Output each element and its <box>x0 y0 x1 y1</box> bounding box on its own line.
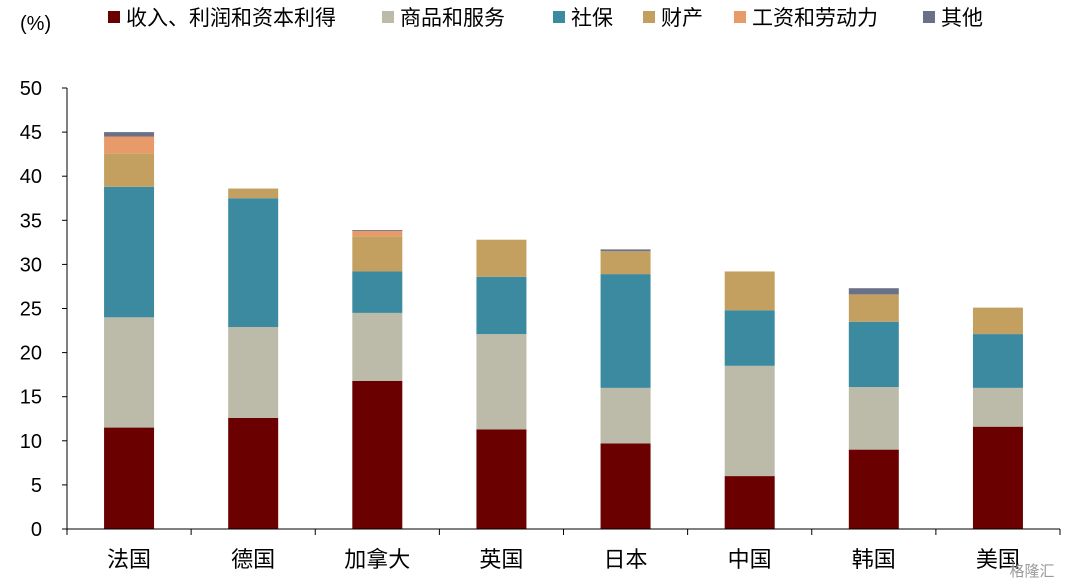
legend-label: 商品和服务 <box>400 6 505 30</box>
bar-segment <box>352 312 403 381</box>
bar-segment <box>724 476 775 529</box>
bar-segment <box>600 249 651 252</box>
bar-segment <box>228 417 279 529</box>
y-tick-label: 40 <box>20 166 42 188</box>
y-axis-unit-label: (%) <box>20 13 51 35</box>
bar-segment <box>972 334 1023 388</box>
bar-segment <box>848 294 899 322</box>
bar-segment <box>104 153 155 187</box>
x-tick-label: 美国 <box>976 548 1020 573</box>
bar-segment <box>724 365 775 477</box>
legend: 收入、利润和资本利得 商品和服务 社保 财产 工资和劳动力 其他 <box>108 6 983 30</box>
y-axis-ticks: 0 5 10 15 20 25 30 35 40 45 50 <box>20 78 67 541</box>
x-axis-labels: 法国 德国 加拿大 英国 日本 中国 韩国 美国 <box>107 547 1020 573</box>
y-tick-label: 5 <box>31 475 42 497</box>
bar-segment <box>600 251 651 275</box>
bar-segment <box>352 236 403 272</box>
watermark-text: 格隆汇 <box>1009 562 1054 580</box>
legend-label: 社保 <box>571 6 613 30</box>
bar-segment <box>972 307 1023 335</box>
y-tick-label: 20 <box>20 343 42 365</box>
bar-segment <box>104 317 155 428</box>
bar-segment <box>228 188 279 199</box>
bar-segment <box>848 288 899 295</box>
legend-swatch <box>734 11 746 23</box>
bar-segment <box>104 136 155 154</box>
x-axis-ticks <box>66 529 1061 535</box>
y-tick-label: 0 <box>31 519 42 541</box>
y-tick-label: 25 <box>20 299 42 321</box>
x-tick-label: 英国 <box>479 548 523 573</box>
bar-segment <box>600 274 651 388</box>
bars <box>104 132 1023 529</box>
legend-label: 财产 <box>661 6 703 30</box>
bar-segment <box>724 310 775 366</box>
y-tick-label: 10 <box>20 431 42 453</box>
bar-segment <box>972 387 1023 427</box>
legend-swatch <box>643 11 655 23</box>
bar-segment <box>476 334 527 430</box>
bar-segment <box>352 380 403 529</box>
bar-segment <box>476 429 527 529</box>
x-tick-label: 加拿大 <box>344 547 410 573</box>
y-tick-label: 45 <box>20 122 42 144</box>
y-tick-label: 50 <box>20 78 42 100</box>
bar-segment <box>104 186 155 318</box>
bar-segment <box>228 198 279 328</box>
y-tick-label: 15 <box>20 387 42 409</box>
y-tick-label: 30 <box>20 254 42 276</box>
legend-swatch <box>923 11 935 23</box>
x-tick-label: 法国 <box>107 548 151 573</box>
bar-segment <box>352 230 403 237</box>
x-tick-label: 韩国 <box>852 548 896 573</box>
bar-segment <box>476 276 527 335</box>
bar-segment <box>848 387 899 450</box>
bar-segment <box>724 271 775 311</box>
legend-swatch <box>553 11 565 23</box>
bar-segment <box>352 271 403 313</box>
legend-swatch <box>108 11 120 23</box>
bar-segment <box>972 426 1023 529</box>
y-tick-label: 35 <box>20 210 42 232</box>
bar-segment <box>104 427 155 529</box>
bar-segment <box>104 132 155 137</box>
bar-segment <box>848 449 899 529</box>
bar-segment <box>228 327 279 418</box>
legend-label: 工资和劳动力 <box>752 6 878 30</box>
x-tick-label: 日本 <box>604 548 648 573</box>
x-tick-label: 德国 <box>231 548 275 573</box>
legend-swatch <box>382 11 394 23</box>
bar-segment <box>848 321 899 387</box>
legend-label: 收入、利润和资本利得 <box>126 6 336 30</box>
bar-segment <box>476 239 527 277</box>
bar-segment <box>600 443 651 529</box>
bar-segment <box>600 387 651 444</box>
bar-segment <box>352 230 403 231</box>
legend-label: 其他 <box>941 6 983 30</box>
x-tick-label: 中国 <box>728 548 772 573</box>
